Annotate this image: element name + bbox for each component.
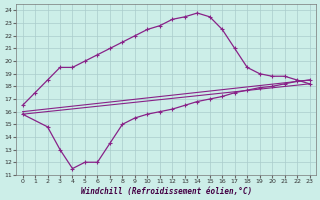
X-axis label: Windchill (Refroidissement éolien,°C): Windchill (Refroidissement éolien,°C)	[81, 187, 252, 196]
